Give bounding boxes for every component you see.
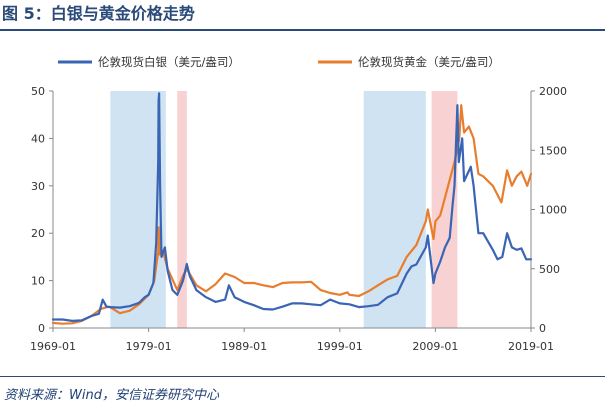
shaded-period-3 xyxy=(431,91,458,328)
y-left-tick-label: 20 xyxy=(31,227,45,240)
x-tick-label: 1999-01 xyxy=(317,340,363,353)
shaded-period-1 xyxy=(177,91,187,328)
legend: 伦敦现货白银（美元/盎司） 伦敦现货黄金（美元/盎司） xyxy=(58,55,500,69)
y-right-tick-label: 500 xyxy=(539,263,560,276)
y-left-tick-label: 50 xyxy=(31,85,45,98)
y-left-tick-label: 40 xyxy=(31,132,45,145)
x-tick-label: 2009-01 xyxy=(412,340,458,353)
y-right-tick-label: 0 xyxy=(539,322,546,335)
x-tick-label: 1969-01 xyxy=(30,340,76,353)
y-right-tick-label: 1000 xyxy=(539,204,567,217)
shaded-periods xyxy=(110,91,458,328)
y-right-tick-label: 2000 xyxy=(539,85,567,98)
x-tick-label: 1979-01 xyxy=(126,340,172,353)
series-layer xyxy=(51,92,533,325)
legend-label-gold: 伦敦现货黄金（美元/盎司） xyxy=(358,55,500,69)
x-tick-label: 2019-01 xyxy=(508,340,554,353)
y-left-tick-label: 10 xyxy=(31,275,45,288)
legend-label-silver: 伦敦现货白银（美元/盎司） xyxy=(98,55,240,69)
x-tick-label: 1989-01 xyxy=(221,340,267,353)
y-left-tick-label: 0 xyxy=(38,322,45,335)
source-rule xyxy=(0,376,605,377)
price-chart: 伦敦现货白银（美元/盎司） 伦敦现货黄金（美元/盎司） 010203040500… xyxy=(30,55,567,353)
y-right-tick-label: 1500 xyxy=(539,144,567,157)
y-left-tick-label: 30 xyxy=(31,180,45,193)
source-note: 资料来源：Wind，安信证券研究中心 xyxy=(4,388,219,403)
silver-price-line xyxy=(51,92,533,322)
shaded-period-2 xyxy=(363,91,426,328)
title-rule xyxy=(0,29,605,31)
figure-title: 图 5：白银与黄金价格走势 xyxy=(2,4,195,23)
